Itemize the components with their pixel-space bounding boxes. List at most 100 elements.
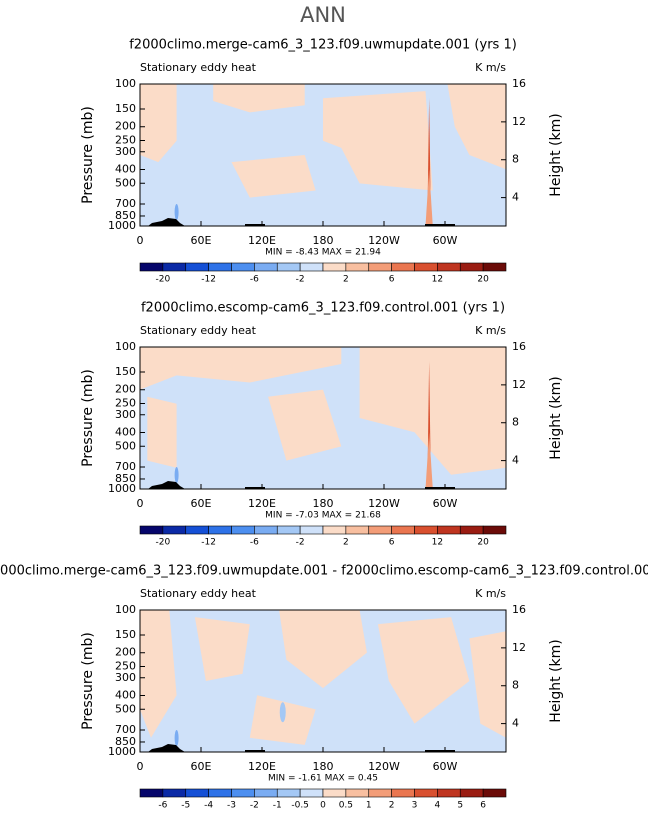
colorbar-box: [139, 788, 164, 798]
y-tick-label: 300: [115, 671, 136, 684]
colorbar-label: 5: [457, 801, 463, 811]
colorbar-label: 6: [389, 275, 395, 285]
y-tick-label: 250: [115, 134, 136, 147]
colorbar-box: [254, 525, 278, 535]
x-tick-label: 180: [313, 497, 334, 510]
contour-region: [174, 730, 179, 746]
y-tick-label: 850: [115, 472, 136, 485]
y2-tick-label: 12: [512, 115, 526, 128]
colorbar-box: [208, 525, 232, 535]
x-tick-label: 0: [137, 497, 144, 510]
colorbar-box: [299, 788, 324, 798]
y-axis-label: Pressure (mb): [80, 632, 96, 730]
contour-region: [140, 347, 342, 390]
x-tick-label: 120W: [368, 497, 400, 510]
contour-region: [140, 84, 177, 163]
y-tick-label: 100: [115, 77, 136, 90]
colorbar-box: [459, 788, 484, 798]
colorbar-box: [185, 262, 209, 272]
colorbar-label: -1: [273, 801, 282, 811]
subtitle-right: K m/s: [475, 587, 506, 600]
y2-tick-label: 4: [512, 191, 519, 204]
colorbar-box: [254, 262, 278, 272]
y-tick-label: 1000: [108, 219, 136, 232]
colorbar-box: [437, 262, 461, 272]
panel-title: f2000climo.merge-cam6_3_123.f09.uwmupdat…: [129, 38, 517, 53]
min-max: MIN = -8.43 MAX = 21.94: [265, 248, 381, 258]
colorbar-box: [208, 788, 232, 798]
y2-tick-label: 4: [512, 454, 519, 467]
x-tick-label: 0: [137, 760, 144, 773]
colorbar-box: [322, 525, 347, 535]
colorbar-label: -3: [227, 801, 236, 811]
terrain: [425, 224, 455, 226]
colorbar-label: 4: [435, 801, 441, 811]
y-tick-label: 500: [115, 702, 136, 715]
y-tick-label: 200: [115, 646, 136, 659]
colorbar-label: -0.5: [291, 801, 309, 811]
contour-region: [147, 396, 177, 468]
y-tick-label: 700: [115, 460, 136, 473]
contour-region: [279, 702, 286, 723]
y-tick-label: 250: [115, 660, 136, 673]
y2-tick-label: 8: [512, 153, 519, 166]
colorbar-label: 20: [477, 538, 489, 548]
y-tick-label: 700: [115, 723, 136, 736]
colorbar-box: [345, 525, 370, 535]
y-tick-label: 1000: [108, 482, 136, 495]
x-tick-label: 120E: [248, 234, 276, 247]
contour-region: [213, 84, 305, 113]
colorbar-box: [162, 788, 187, 798]
colorbar-label: -2: [250, 801, 259, 811]
colorbar-box: [391, 525, 415, 535]
contour-region: [268, 389, 342, 461]
colorbar-label: 12: [432, 538, 443, 548]
y-tick-label: 150: [115, 365, 136, 378]
contour-peak: [425, 169, 433, 226]
colorbar-box: [437, 525, 461, 535]
x-tick-label: 120E: [248, 760, 276, 773]
x-tick-label: 60E: [191, 497, 212, 510]
colorbar-box: [276, 262, 301, 272]
contour-region: [469, 631, 506, 738]
colorbar-label: 3: [412, 801, 418, 811]
contour-region: [359, 347, 506, 475]
colorbar-label: -20: [156, 275, 171, 285]
colorbar-label: 6: [389, 538, 395, 548]
y2-tick-label: 16: [512, 340, 526, 353]
y2-tick-label: 12: [512, 641, 526, 654]
colorbar-label: 2: [343, 538, 349, 548]
colorbar-label: -6: [250, 538, 259, 548]
colorbar-label: -20: [156, 538, 171, 548]
x-tick-label: 60E: [191, 760, 212, 773]
colorbar-box: [185, 525, 209, 535]
contour-region: [194, 617, 250, 681]
panel-title: f2000climo.escomp-cam6_3_123.f09.control…: [141, 301, 505, 316]
colorbar-box: [162, 262, 187, 272]
y2-tick-label: 8: [512, 679, 519, 692]
colorbar-box: [208, 262, 232, 272]
colorbar-label: 12: [432, 275, 443, 285]
colorbar-box: [299, 525, 324, 535]
y-tick-label: 100: [115, 340, 136, 353]
contour-region: [279, 610, 367, 689]
x-tick-label: 60W: [433, 497, 458, 510]
y-tick-label: 150: [115, 628, 136, 641]
colorbar-label: -6: [250, 275, 259, 285]
y2-tick-label: 8: [512, 416, 519, 429]
y-tick-label: 300: [115, 145, 136, 158]
colorbar-box: [414, 788, 438, 798]
colorbar-label: -4: [204, 801, 213, 811]
colorbar-box: [299, 262, 324, 272]
contour-peak: [425, 432, 433, 489]
colorbar-box: [231, 525, 255, 535]
colorbar-box: [185, 788, 209, 798]
terrain: [148, 481, 185, 489]
colorbar-label: 6: [480, 801, 486, 811]
colorbar-box: [162, 525, 187, 535]
contour-region: [140, 610, 177, 738]
colorbar-label: 2: [389, 801, 395, 811]
terrain: [148, 218, 185, 226]
